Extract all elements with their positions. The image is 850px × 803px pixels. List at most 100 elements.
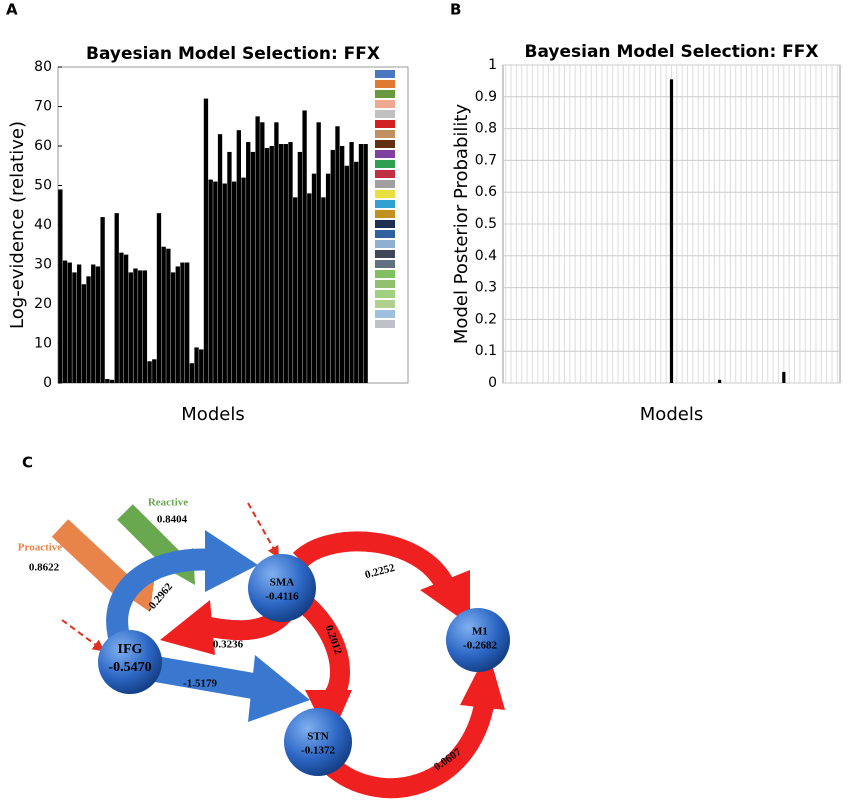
bar (170, 272, 176, 383)
chart-title: Bayesian Model Selection: FFX (525, 42, 819, 62)
input-value: 0.8404 (157, 514, 188, 526)
y-tick-label: 10 (34, 336, 52, 352)
y-tick-label: 80 (34, 59, 52, 75)
node (98, 630, 162, 694)
stimulus-arrow (247, 502, 279, 559)
y-tick-label: 0.1 (475, 343, 497, 359)
edge-arrow (292, 531, 454, 591)
charts: 0 10 20 30 40 50 60 70 80 Bayesian Model Selectio… (7, 42, 841, 425)
node (284, 708, 352, 776)
bar (166, 248, 171, 383)
y-tick-label: 0 (488, 375, 497, 391)
node (446, 608, 510, 672)
y-tick-label: 20 (34, 296, 52, 312)
edge-label: 0.2252 (364, 562, 397, 582)
bar (260, 122, 265, 384)
bar (311, 173, 317, 383)
arrow-head (205, 530, 258, 592)
node-label: SMA (270, 577, 295, 589)
bar (114, 213, 119, 383)
y-tick-label: 0.9 (475, 89, 497, 105)
bar (208, 179, 213, 383)
bar (330, 149, 335, 383)
bar (288, 142, 293, 383)
y-tick-label: 70 (34, 99, 52, 115)
y-tick-label: 60 (34, 138, 52, 154)
y-tick-label: 0 (43, 375, 52, 391)
bar (180, 262, 185, 383)
bar (185, 262, 190, 383)
bar (199, 349, 204, 383)
node-label: IFG (118, 642, 143, 657)
bar (86, 276, 91, 383)
bar (105, 379, 110, 383)
bar (62, 260, 68, 383)
bar (325, 173, 331, 383)
bar (236, 130, 241, 383)
y-tick-label: 0.4 (475, 248, 497, 264)
node-label: M1 (472, 626, 488, 638)
bar (189, 363, 195, 383)
bar (222, 183, 227, 383)
node-value: -0.5470 (108, 660, 151, 675)
bar (293, 197, 298, 383)
panel-label: A (6, 1, 18, 19)
bar (213, 181, 218, 383)
bar (156, 213, 162, 383)
input-label: Reactive (148, 497, 188, 509)
input-value: 0.8622 (29, 562, 60, 574)
bar (138, 270, 143, 383)
bar (123, 254, 129, 383)
input-label: Proactive (18, 542, 63, 554)
y-tick-label: 50 (34, 178, 52, 194)
bar (109, 379, 115, 383)
bar (321, 197, 326, 383)
bar (147, 361, 152, 383)
diagram: IFG -0.5470 SMA -0.4116 STN -0.1372 M1 -… (18, 497, 510, 798)
bar (95, 266, 101, 383)
bar (349, 142, 354, 383)
edge-arrow (147, 655, 268, 701)
y-tick-label: 40 (34, 217, 52, 233)
bar (58, 189, 63, 383)
bar (302, 110, 307, 383)
bar (72, 272, 77, 383)
bar (246, 142, 251, 383)
bar (142, 270, 148, 383)
bar (335, 126, 340, 383)
bar (782, 371, 786, 383)
bar (231, 181, 237, 383)
panel-label: C (22, 454, 33, 472)
bar (194, 347, 199, 383)
bar (67, 262, 72, 383)
edge-arrow (106, 548, 216, 644)
y-tick-label: 0.6 (475, 184, 497, 200)
stimulus-arrow (61, 619, 105, 652)
y-tick-label: 0.5 (475, 216, 497, 232)
y-tick-label: 0.3 (475, 280, 497, 296)
y-tick-label: 0.8 (475, 121, 497, 137)
bar (255, 116, 260, 383)
bar (227, 151, 232, 383)
arrow-head (248, 655, 310, 722)
bar (264, 147, 270, 383)
bar (203, 98, 209, 383)
bar (100, 217, 105, 383)
node-label: STN (307, 731, 328, 743)
panel-label: B (450, 1, 461, 19)
bar (91, 264, 96, 383)
bar (354, 161, 359, 383)
edge-label: 0.3236 (213, 639, 244, 651)
edge-label: -1.5179 (183, 678, 217, 690)
y-tick-label: 30 (34, 257, 52, 273)
y-axis-label: Model Posterior Probability (451, 104, 472, 345)
node-value: -0.2682 (463, 640, 497, 652)
bar (133, 268, 138, 383)
chart-title: Bayesian Model Selection: FFX (86, 44, 380, 64)
edge-arrow (323, 698, 495, 798)
bar (241, 177, 246, 383)
node-value: -0.1372 (301, 745, 335, 757)
bar (307, 193, 312, 383)
bar (161, 246, 166, 383)
bar (718, 379, 722, 383)
